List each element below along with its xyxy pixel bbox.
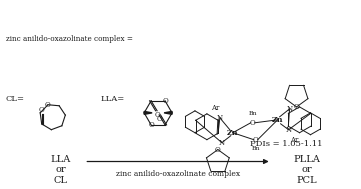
Text: N: N — [287, 105, 293, 113]
Text: CL=: CL= — [6, 95, 25, 103]
Polygon shape — [164, 111, 172, 114]
Text: Zn: Zn — [272, 116, 283, 124]
Text: O: O — [45, 101, 51, 109]
Text: Ar: Ar — [211, 104, 219, 112]
Text: N: N — [219, 139, 225, 147]
Text: Zn: Zn — [227, 129, 239, 137]
Text: N: N — [217, 114, 223, 122]
Text: O: O — [215, 146, 221, 154]
Text: PDIs = 1.05-1.11: PDIs = 1.05-1.11 — [250, 140, 323, 148]
Text: O: O — [148, 121, 154, 129]
Text: O: O — [294, 103, 299, 111]
Text: O: O — [250, 119, 256, 127]
Text: or: or — [301, 166, 312, 174]
Text: N: N — [286, 126, 292, 134]
Text: PLLA: PLLA — [293, 155, 320, 163]
Text: O: O — [154, 111, 160, 119]
Text: CL: CL — [53, 176, 68, 185]
Text: O: O — [39, 106, 44, 114]
Text: O: O — [156, 115, 162, 123]
Text: zinc anilido-oxazolinate complex =: zinc anilido-oxazolinate complex = — [6, 35, 133, 43]
Text: Ar: Ar — [290, 136, 299, 144]
Text: LLA=: LLA= — [100, 95, 125, 103]
Text: zinc anilido-oxazolinate complex: zinc anilido-oxazolinate complex — [116, 170, 240, 178]
Text: or: or — [55, 166, 66, 174]
Text: PCL: PCL — [296, 176, 317, 185]
Text: Bn: Bn — [248, 111, 257, 116]
Polygon shape — [144, 111, 152, 114]
Text: Bn: Bn — [252, 146, 260, 151]
Text: O: O — [253, 136, 258, 144]
Text: LLA: LLA — [50, 155, 71, 163]
Text: O: O — [162, 97, 168, 105]
